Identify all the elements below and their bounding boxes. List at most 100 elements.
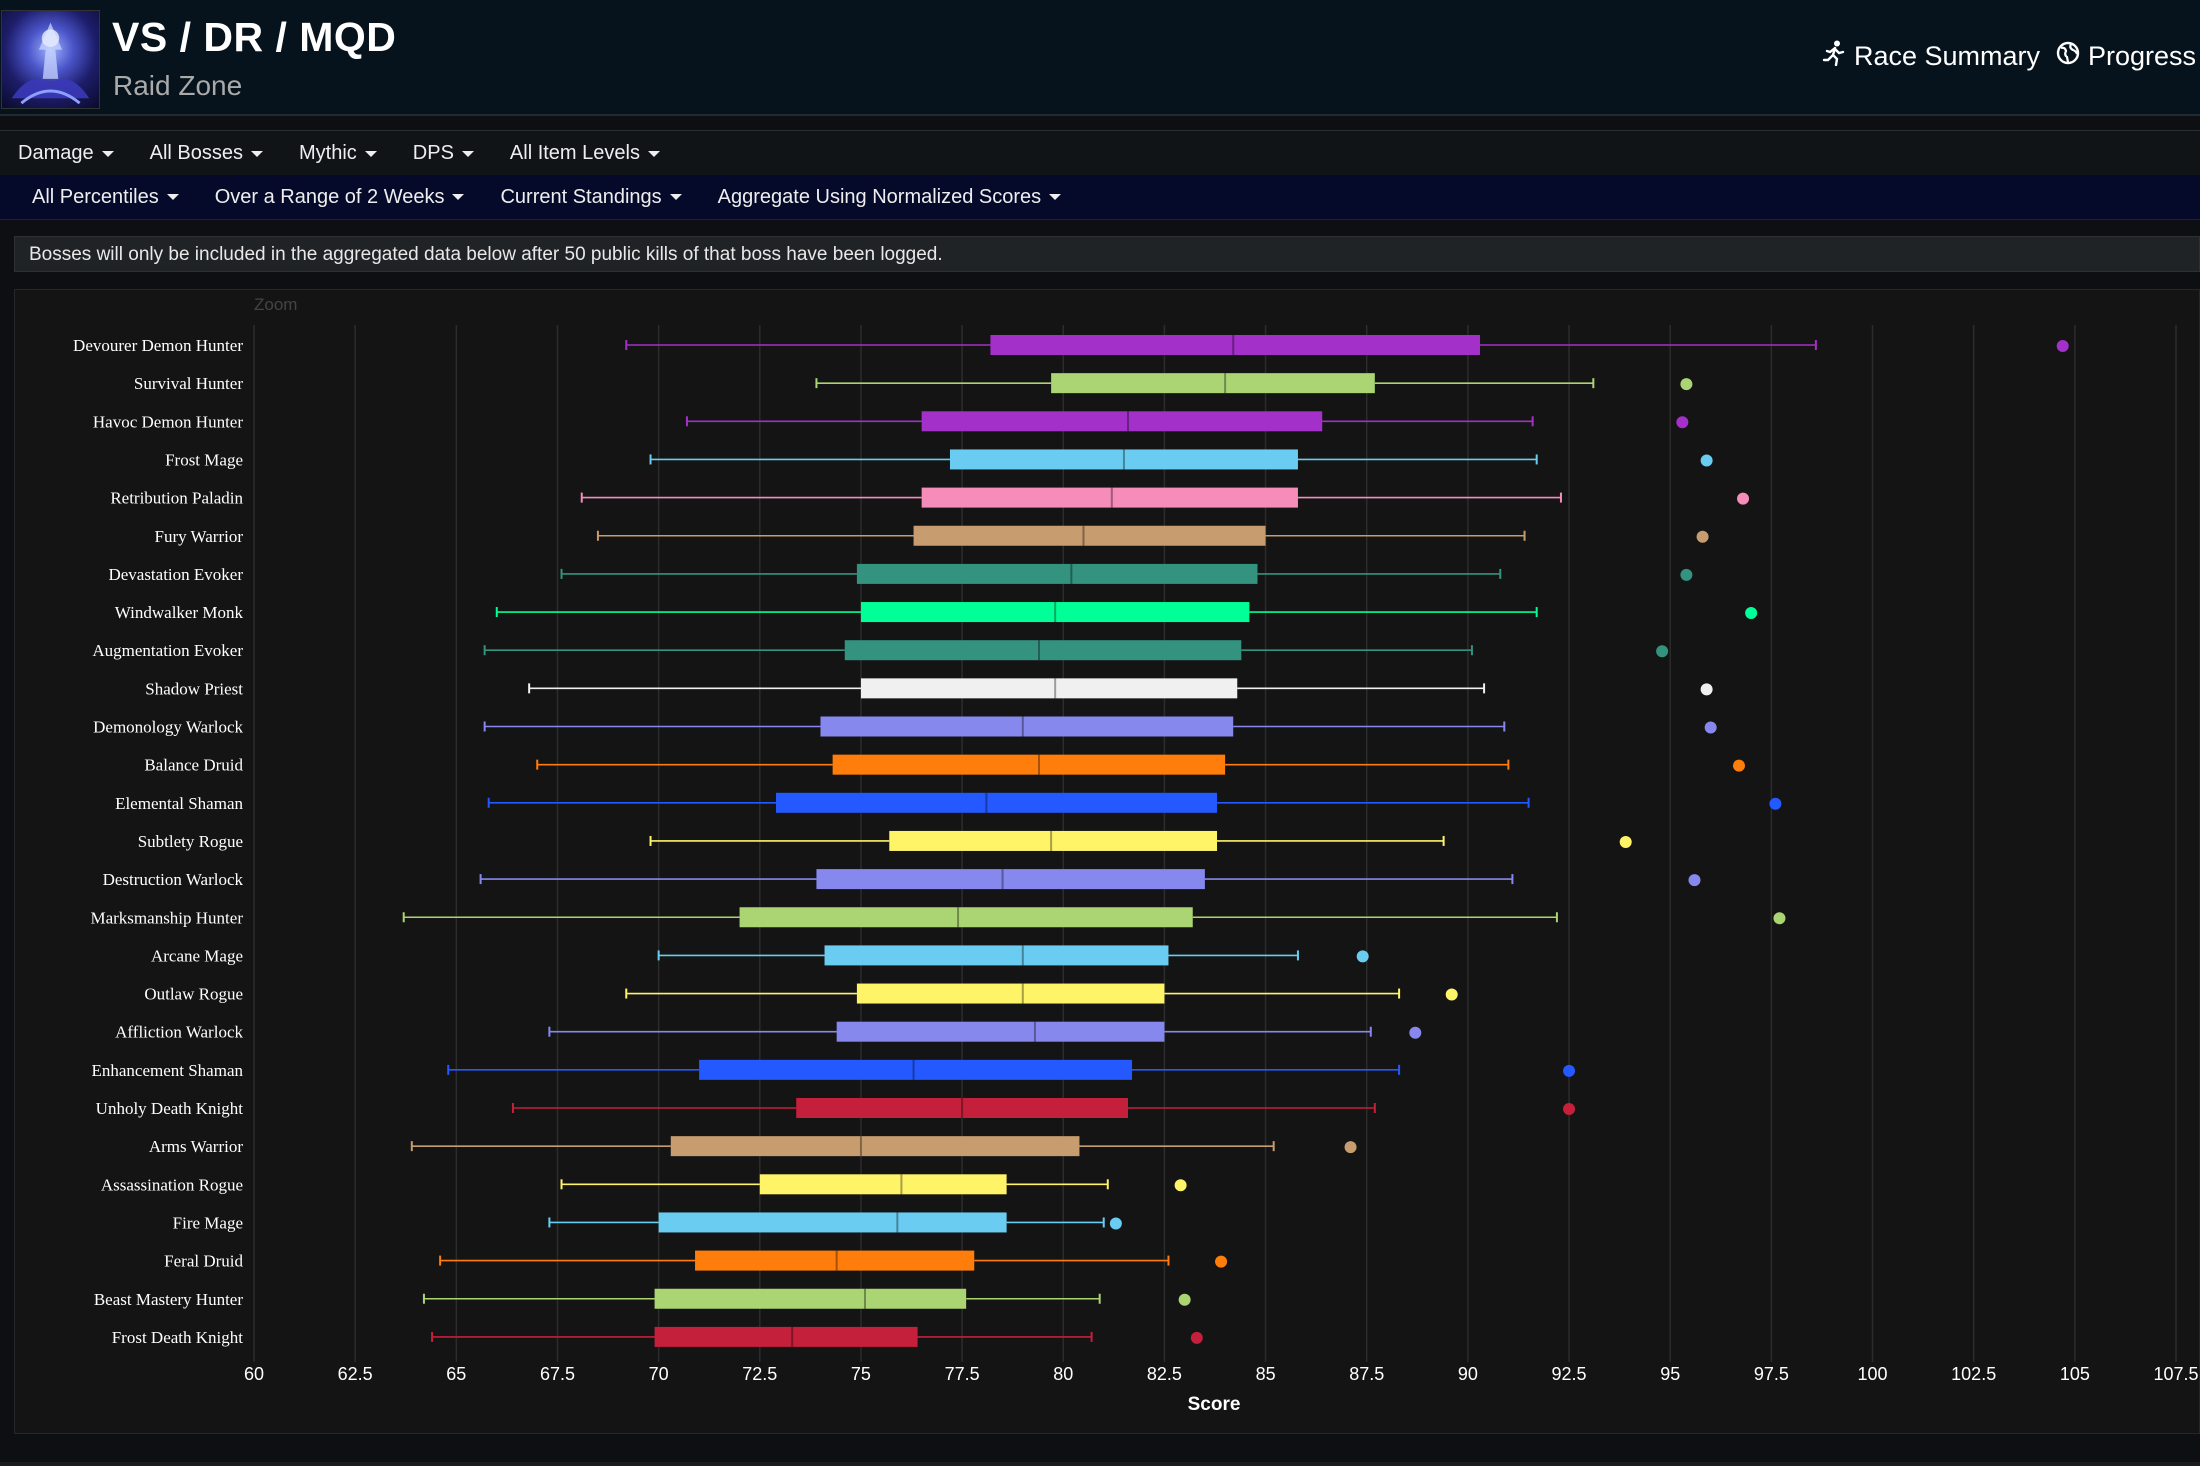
item-level-dropdown-label: All Item Levels [509, 142, 640, 164]
outlier-point [1769, 797, 1782, 810]
time-range-dropdown[interactable]: Over a Range of 2 Weeks [197, 186, 483, 209]
outlier-point [1732, 759, 1745, 772]
outlier-point [1215, 1255, 1228, 1268]
iqr-box [796, 1098, 1129, 1118]
boxplot-row: Havoc Demon Hunter [93, 411, 1689, 432]
boxplot-row: Balance Druid [144, 754, 1745, 775]
x-tick-label: 87.5 [1349, 1364, 1384, 1384]
caret-down-icon [166, 194, 179, 200]
boxplot-row: Marksmanship Hunter [90, 907, 1786, 928]
boxplot-row: Demonology Warlock [93, 716, 1717, 737]
outlier-point [1680, 378, 1693, 391]
boxplot-row: Frost Mage [165, 449, 1713, 470]
standings-dropdown[interactable]: Current Standings [482, 186, 699, 209]
boxplot-row: Frost Death Knight [112, 1326, 1203, 1347]
caret-down-icon [647, 150, 660, 157]
x-tick-label: 85 [1256, 1364, 1276, 1384]
iqr-box [860, 678, 1238, 699]
boxplot-row: Arcane Mage [151, 945, 1369, 966]
outlier-point [1619, 835, 1632, 848]
category-label: Frost Mage [165, 450, 243, 469]
percentiles-dropdown[interactable]: All Percentiles [0, 186, 197, 209]
category-label: Enhancement Shaman [91, 1061, 243, 1080]
outlier-point [1700, 454, 1713, 467]
boxplot-row: Devastation Evoker [108, 563, 1693, 584]
category-label: Fury Warrior [155, 527, 244, 546]
outlier-point [1174, 1179, 1187, 1192]
outlier-point [1737, 492, 1750, 505]
page-title: VS / DR / MQD [112, 14, 397, 60]
x-tick-label: 95 [1660, 1364, 1680, 1384]
boxplot-row: Feral Druid [164, 1250, 1228, 1271]
progress-link[interactable]: Progress [2056, 40, 2196, 73]
iqr-box [654, 1288, 967, 1309]
bosses-dropdown-label: All Bosses [149, 142, 243, 164]
x-tick-label: 90 [1458, 1364, 1478, 1384]
iqr-box [775, 792, 1218, 813]
boxplot-row: Retribution Paladin [110, 487, 1750, 508]
category-label: Balance Druid [144, 756, 243, 775]
iqr-box [921, 411, 1323, 432]
item-level-dropdown[interactable]: All Item Levels [492, 142, 678, 165]
iqr-box [1051, 373, 1375, 394]
x-tick-label: 100 [1858, 1364, 1888, 1384]
category-label: Subtlety Rogue [138, 832, 243, 851]
aggregate-dropdown-label: Aggregate Using Normalized Scores [717, 185, 1042, 208]
iqr-box [759, 1174, 1007, 1195]
caret-down-icon [461, 150, 474, 157]
category-label: Demonology Warlock [93, 718, 243, 737]
x-tick-label: 97.5 [1754, 1364, 1789, 1384]
category-label: Retribution Paladin [110, 489, 243, 508]
caret-down-icon [364, 150, 377, 157]
category-label: Arms Warrior [149, 1137, 243, 1156]
outlier-point [1704, 721, 1717, 734]
x-tick-label: 92.5 [1552, 1364, 1587, 1384]
boxplot-row: Assassination Rogue [101, 1174, 1187, 1195]
footer-bar [0, 1462, 2200, 1466]
difficulty-dropdown-label: Mythic [298, 142, 357, 164]
outlier-point [1680, 568, 1693, 581]
outlier-point [1676, 416, 1689, 429]
boxplot-row: Shadow Priest [145, 678, 1713, 699]
boxplot-row: Outlaw Rogue [144, 983, 1458, 1004]
category-label: Devourer Demon Hunter [73, 336, 243, 355]
category-label: Destruction Warlock [103, 870, 244, 889]
iqr-box [921, 487, 1298, 508]
category-label: Survival Hunter [134, 374, 243, 393]
boxplot-row: Elemental Shaman [115, 792, 1782, 813]
category-label: Assassination Rogue [101, 1175, 243, 1194]
caret-down-icon [101, 150, 114, 157]
zoom-label[interactable]: Zoom [254, 295, 298, 314]
boxplot-row: Augmentation Evoker [92, 640, 1669, 661]
category-label: Frost Death Knight [112, 1328, 244, 1347]
iqr-box [913, 525, 1266, 546]
iqr-box [824, 945, 1169, 966]
difficulty-dropdown[interactable]: Mythic [281, 142, 395, 165]
outlier-point [1773, 912, 1786, 925]
race-summary-label: Race Summary [1854, 41, 2041, 71]
chart-panel [14, 289, 2200, 1434]
race-summary-link[interactable]: Race Summary [1822, 40, 2040, 73]
role-dropdown[interactable]: DPS [395, 142, 492, 165]
outlier-point [1563, 1064, 1576, 1077]
outlier-point [1700, 683, 1713, 696]
boxplot-row: Enhancement Shaman [91, 1059, 1576, 1080]
globe-icon [2056, 40, 2080, 73]
x-tick-label: 77.5 [945, 1364, 980, 1384]
iqr-box [654, 1326, 918, 1347]
page-header: VS / DR / MQD Raid Zone Race Summary Pro… [0, 0, 2200, 116]
iqr-box [658, 1212, 1007, 1233]
boxplot-row: Windwalker Monk [115, 602, 1758, 623]
aggregate-dropdown[interactable]: Aggregate Using Normalized Scores [700, 186, 1080, 209]
iqr-box [699, 1059, 1133, 1080]
category-label: Elemental Shaman [115, 794, 243, 813]
x-tick-label: 70 [649, 1364, 669, 1384]
x-tick-label: 67.5 [540, 1364, 575, 1384]
damage-dropdown[interactable]: Damage [0, 142, 132, 165]
bosses-dropdown[interactable]: All Bosses [132, 142, 281, 165]
raid-zone-logo [1, 10, 100, 109]
x-tick-label: 107.5 [2153, 1364, 2198, 1384]
running-person-icon [1822, 40, 1846, 73]
boxplot-row: Arms Warrior [149, 1136, 1357, 1157]
x-tick-label: 82.5 [1147, 1364, 1182, 1384]
